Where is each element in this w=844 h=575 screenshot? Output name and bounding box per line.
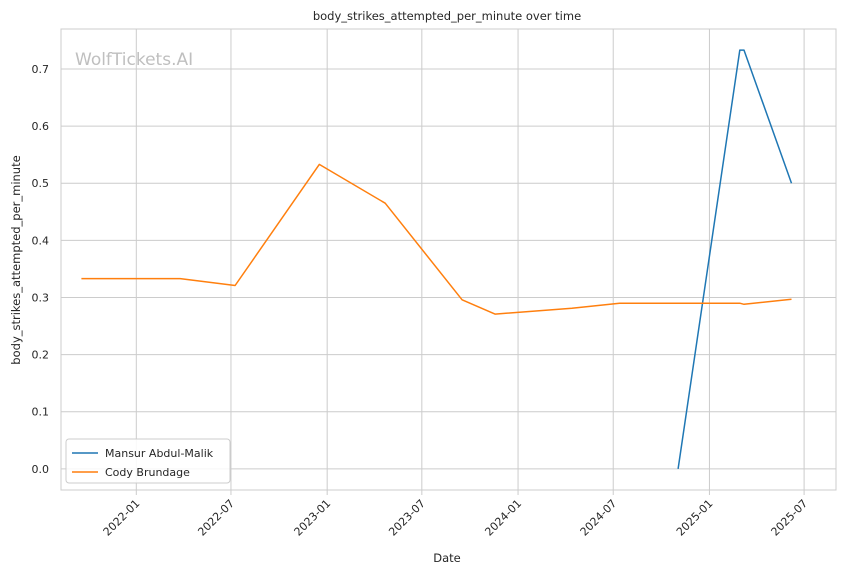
legend-box [65, 438, 231, 484]
y-axis-ticks: 0.0 0.1 0.2 0.3 0.4 0.5 0.6 0.7 [32, 63, 50, 476]
x-axis-ticks: 2022-01 2022-07 2023-01 2023-07 2024-01 2024-… [101, 490, 810, 539]
y-tick-label: 0.3 [32, 291, 50, 304]
y-tick-label: 0.6 [32, 120, 50, 133]
watermark: WolfTickets.AI [75, 50, 193, 70]
plot-area-frame [60, 28, 837, 491]
grid [61, 29, 836, 490]
x-tick-label: 2024-01 [482, 497, 524, 539]
x-tick-label: 2025-01 [674, 497, 716, 539]
series-layer [81, 49, 793, 470]
y-axis-label: body_strikes_attempted_per_minute [9, 155, 23, 364]
y-tick-label: 0.1 [32, 406, 50, 419]
y-tick-label: 0.4 [32, 234, 50, 247]
series-line [677, 49, 793, 470]
legend-label: Cody Brundage [105, 466, 190, 479]
x-tick-label: 2025-07 [769, 497, 811, 539]
x-tick-label: 2022-07 [195, 497, 237, 539]
y-tick-label: 0.0 [32, 463, 50, 476]
x-tick-label: 2023-07 [386, 497, 428, 539]
series-line [81, 163, 792, 315]
legend-label: Mansur Abdul-Malik [105, 447, 214, 460]
x-tick-label: 2024-07 [578, 497, 620, 539]
legend: Mansur Abdul-Malik Cody Brundage [65, 438, 231, 484]
y-tick-label: 0.7 [32, 63, 50, 76]
y-tick-label: 0.5 [32, 177, 50, 190]
x-tick-label: 2023-01 [292, 497, 334, 539]
x-tick-label: 2022-01 [101, 497, 143, 539]
chart-title: body_strikes_attempted_per_minute over t… [313, 9, 581, 23]
y-tick-label: 0.2 [32, 349, 50, 362]
x-axis-label: Date [433, 551, 461, 565]
